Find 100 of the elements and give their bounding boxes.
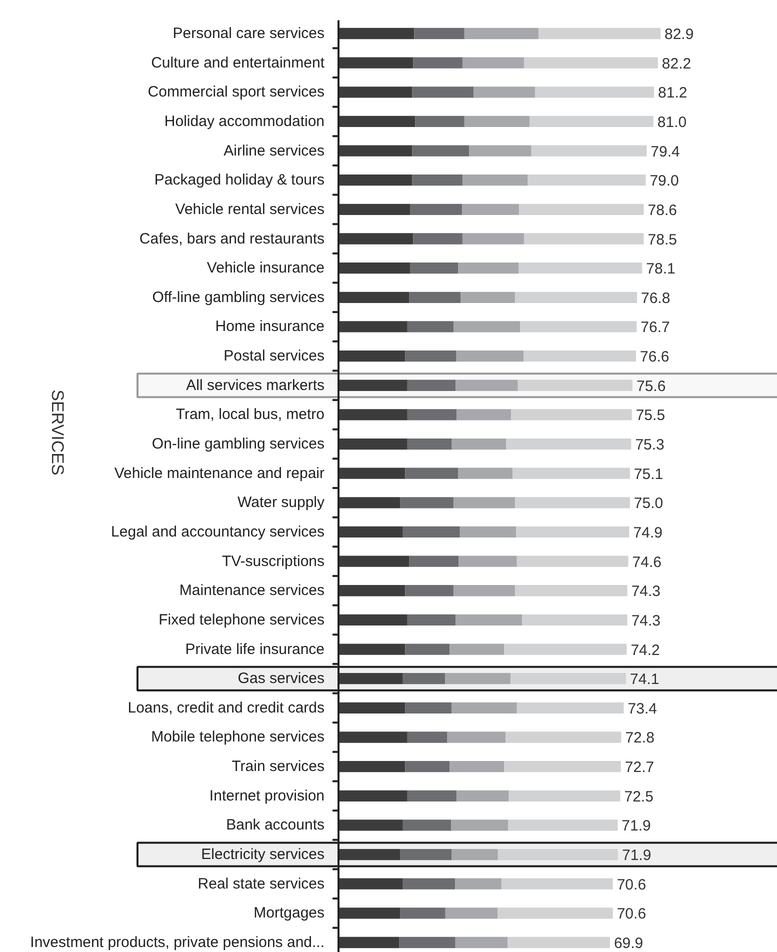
y-tick-label: Vehicle rental services <box>175 200 325 218</box>
bar <box>456 380 518 391</box>
bar <box>456 409 512 420</box>
bar <box>338 380 408 391</box>
annotation: 75.0 <box>634 495 664 512</box>
bar <box>516 702 624 714</box>
bar <box>516 556 628 567</box>
bar <box>456 350 524 362</box>
bar <box>338 644 406 655</box>
bar <box>458 556 517 567</box>
bar <box>338 732 408 743</box>
bar <box>514 292 637 303</box>
bar <box>508 790 620 802</box>
bar <box>405 702 452 714</box>
bar <box>456 614 522 626</box>
annotation: 76.7 <box>640 319 670 336</box>
y-tick-label: Gas services <box>238 670 325 688</box>
annotation: 82.9 <box>664 26 694 43</box>
y-tick-label: Investment products, private pensions and... <box>30 934 325 951</box>
annotation: 71.9 <box>622 847 652 864</box>
y-tick-label: Personal care services <box>172 25 325 42</box>
bar <box>412 86 474 98</box>
bar <box>506 732 622 743</box>
bar <box>338 262 410 274</box>
annotation: 74.9 <box>633 524 662 542</box>
annotation: 71.9 <box>622 818 651 835</box>
bar <box>338 820 403 831</box>
y-tick-label: All services markerts <box>186 376 325 394</box>
y-tick-label: Water supply <box>238 494 325 512</box>
bar <box>445 673 510 684</box>
bar <box>338 145 412 156</box>
bar <box>462 204 520 216</box>
annotation: 78.5 <box>648 231 677 248</box>
bar <box>407 380 456 391</box>
bar <box>464 28 538 40</box>
bar <box>462 174 528 186</box>
bar <box>338 204 410 216</box>
bar <box>412 174 462 186</box>
bar <box>338 438 408 450</box>
y-tick-label: Real state services <box>198 875 324 892</box>
annotation: 76.6 <box>640 348 670 366</box>
bar <box>413 57 462 68</box>
bar <box>504 644 627 655</box>
bar <box>462 233 524 244</box>
bar <box>453 585 515 596</box>
y-tick-label: Private life insurance <box>185 640 324 658</box>
bar <box>474 86 536 98</box>
y-tick-label: On-line gambling services <box>152 436 325 453</box>
bar <box>524 350 636 362</box>
bar <box>450 644 504 655</box>
bar <box>400 908 446 919</box>
annotation: 70.6 <box>616 906 646 923</box>
bar <box>453 497 515 508</box>
bar <box>528 174 646 186</box>
annotation: 72.5 <box>624 788 654 806</box>
annotation: 72.8 <box>625 730 654 747</box>
bar <box>338 556 410 567</box>
bar <box>405 468 458 479</box>
y-tick-label: Internet provision <box>209 787 325 804</box>
bar <box>518 380 632 391</box>
bar <box>338 760 406 772</box>
y-tick-label: Fixed telephone services <box>158 611 325 628</box>
y-tick-label: Electricity services <box>201 846 325 864</box>
y-tick-label: Airline services <box>224 142 325 160</box>
bar <box>402 526 460 538</box>
bar <box>510 673 626 684</box>
annotation: 82.2 <box>662 55 692 72</box>
bar <box>407 438 452 450</box>
y-tick-label: Train services <box>232 758 325 776</box>
bar <box>455 878 502 890</box>
annotation: 74.1 <box>630 671 660 688</box>
y-tick-label: Maintenance services <box>179 582 325 600</box>
bar <box>405 585 454 596</box>
y-tick-label: Tram, local bus, metro <box>176 406 325 424</box>
annotation: 81.0 <box>657 114 687 131</box>
annotation: 72.7 <box>624 759 654 776</box>
bar <box>504 760 621 772</box>
bar <box>338 116 416 128</box>
y-tick-label: TV-suscriptions <box>222 552 325 570</box>
annotation: 76.8 <box>640 290 670 307</box>
annotation: 74.3 <box>631 612 661 630</box>
bar <box>516 526 630 538</box>
bar <box>338 790 408 802</box>
bar <box>412 145 470 156</box>
bar <box>514 497 630 508</box>
y-tick-label: Mobile telephone services <box>151 728 325 746</box>
bar <box>409 556 459 567</box>
bar <box>498 848 618 860</box>
bar <box>410 262 458 274</box>
bar <box>413 233 462 244</box>
bar <box>456 790 509 802</box>
y-tick-label: Vehicle insurance <box>206 260 324 277</box>
bar <box>531 145 647 156</box>
annotation: 69.9 <box>614 935 644 952</box>
y-tick-label: Culture and entertainment <box>151 54 326 72</box>
bar <box>451 820 508 831</box>
y-tick-label: Off-line gambling services <box>152 288 324 306</box>
bar <box>338 585 406 596</box>
bar <box>407 321 454 332</box>
y-tick-label: Cafes, bars and restaurants <box>139 230 325 248</box>
